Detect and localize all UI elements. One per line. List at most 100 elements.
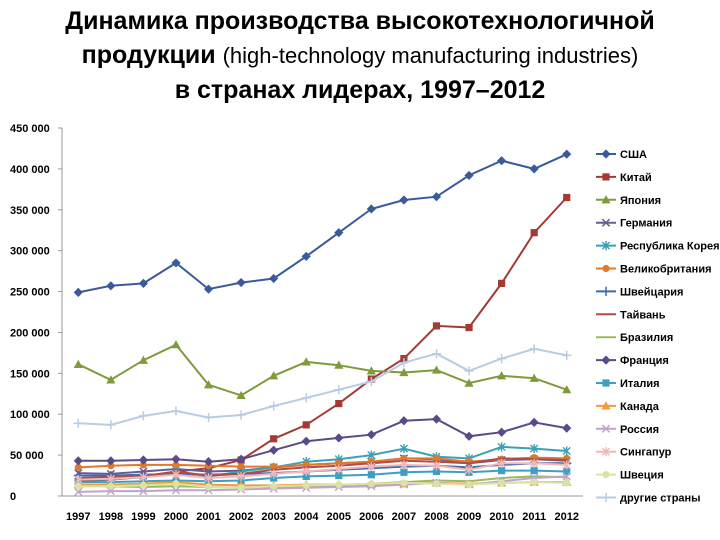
x-tick-label: 2004 (294, 511, 319, 523)
data-point-франция (171, 454, 181, 464)
data-point-франция (399, 416, 409, 426)
data-point-сингапур (171, 470, 181, 480)
data-point-италия (563, 467, 571, 476)
data-point-франция (529, 417, 539, 427)
series-другие-страны (73, 344, 572, 430)
data-point-великобритания (270, 462, 278, 471)
data-point-япония (236, 390, 246, 400)
title-line-2: продукции (high-technology manufacturing… (0, 38, 720, 73)
y-tick-label: 0 (10, 491, 16, 503)
series-line-сша (78, 153, 568, 294)
data-point-россия (562, 472, 571, 481)
line-chart: 0 50 000 100 000 150 000 200 000 250 000 300 0… (10, 123, 720, 523)
x-tick-label: 2000 (164, 511, 188, 523)
data-point-сша (464, 170, 474, 181)
legend-marker-швеция (602, 471, 610, 479)
data-point-япония (106, 375, 116, 384)
y-tick-label: 300 000 (10, 246, 50, 258)
legend-marker-франция (601, 355, 611, 365)
data-point-сингапур (139, 472, 148, 482)
data-point-китай (497, 279, 506, 287)
data-point-япония (301, 357, 311, 366)
data-point-другие-страны (496, 354, 507, 364)
x-tick-label: 2007 (392, 511, 416, 523)
legend-label-канада: Канада (620, 401, 660, 413)
series-line-швеция (78, 481, 567, 489)
title-line-2-main: продукции (81, 41, 216, 69)
title-line-3: в странах лидерах, 1997–2012 (174, 76, 546, 104)
legend-label-китай: Китай (620, 172, 652, 184)
data-point-сша (366, 204, 376, 214)
legend-label-швеция: Швеция (620, 470, 664, 482)
data-point-сингапур (399, 460, 409, 470)
data-point-япония (529, 373, 539, 382)
data-point-франция (496, 427, 507, 437)
data-point-сша (496, 156, 507, 166)
data-point-другие-страны (203, 412, 214, 423)
x-tick-label: 2006 (359, 511, 383, 523)
data-point-сингапур (204, 473, 213, 483)
data-point-россия (171, 486, 181, 495)
data-point-китай (302, 421, 310, 429)
series-япония (73, 340, 572, 400)
legend-label-сингапур: Сингапур (620, 447, 672, 459)
data-point-сингапур (367, 461, 376, 472)
legend-marker-швейцария (601, 286, 611, 296)
y-tick-label: 100 000 (10, 409, 50, 421)
data-point-сингапур (530, 458, 539, 468)
data-point-япония (171, 340, 181, 349)
series-китай (74, 193, 571, 485)
data-point-швеция (270, 482, 278, 490)
data-point-сша (106, 281, 116, 291)
legend-label-япония: Япония (620, 195, 661, 207)
legend-marker-россия (601, 424, 611, 433)
data-point-япония (138, 355, 149, 364)
data-point-великобритания (172, 461, 180, 469)
legend-label-сша: США (620, 149, 647, 161)
legend-label-тайвань: Тайвань (620, 309, 666, 321)
legend-label-франция: Франция (620, 355, 669, 367)
data-point-сингапур (236, 471, 246, 481)
data-point-великобритания (139, 461, 148, 469)
chart-legend: США Китай Япония Германия Республика Корея Ве… (596, 149, 720, 505)
x-tick-label: 2012 (554, 511, 578, 523)
data-point-япония (203, 380, 214, 389)
legend-label-италия: Италия (620, 378, 660, 390)
legend-marker-италия (602, 379, 610, 387)
series-line-сингапур (78, 462, 567, 481)
legend-marker-другие-страны (601, 492, 611, 503)
data-point-другие-страны (106, 420, 116, 430)
y-tick-label: 450 000 (10, 123, 50, 135)
data-point-япония (431, 365, 442, 374)
data-point-сингапур (464, 465, 474, 475)
data-point-другие-страны (269, 401, 279, 411)
data-point-япония (269, 371, 279, 380)
data-point-франция (203, 457, 214, 467)
x-tick-label: 1997 (66, 511, 90, 523)
data-point-италия (432, 467, 441, 476)
data-point-сша (236, 277, 246, 288)
data-point-швеция (400, 479, 408, 487)
data-point-сша (399, 195, 409, 205)
series-тайвань (78, 457, 567, 479)
legend-label-россия: Россия (620, 424, 659, 436)
x-tick-label: 2005 (327, 511, 351, 523)
chart-axes (61, 128, 583, 497)
data-point-республика-корея (497, 442, 506, 452)
legend-label-швейцария: Швейцария (620, 286, 683, 298)
data-point-китай (563, 193, 571, 202)
data-point-япония (73, 359, 83, 368)
data-point-сингапур (497, 458, 506, 468)
series-франция (73, 414, 572, 467)
data-point-китай (530, 229, 538, 237)
data-point-швеция (204, 483, 213, 491)
data-point-япония (334, 360, 344, 369)
data-point-франция (269, 445, 279, 455)
title-line-2-english: (high-technology manufacturing industrie… (222, 43, 639, 68)
data-point-япония (399, 367, 409, 377)
data-point-италия (335, 471, 343, 480)
series-line-япония (77, 343, 568, 397)
data-point-другие-страны (366, 376, 376, 387)
x-tick-label: 2003 (261, 511, 285, 523)
legend-marker-германия (601, 218, 611, 227)
